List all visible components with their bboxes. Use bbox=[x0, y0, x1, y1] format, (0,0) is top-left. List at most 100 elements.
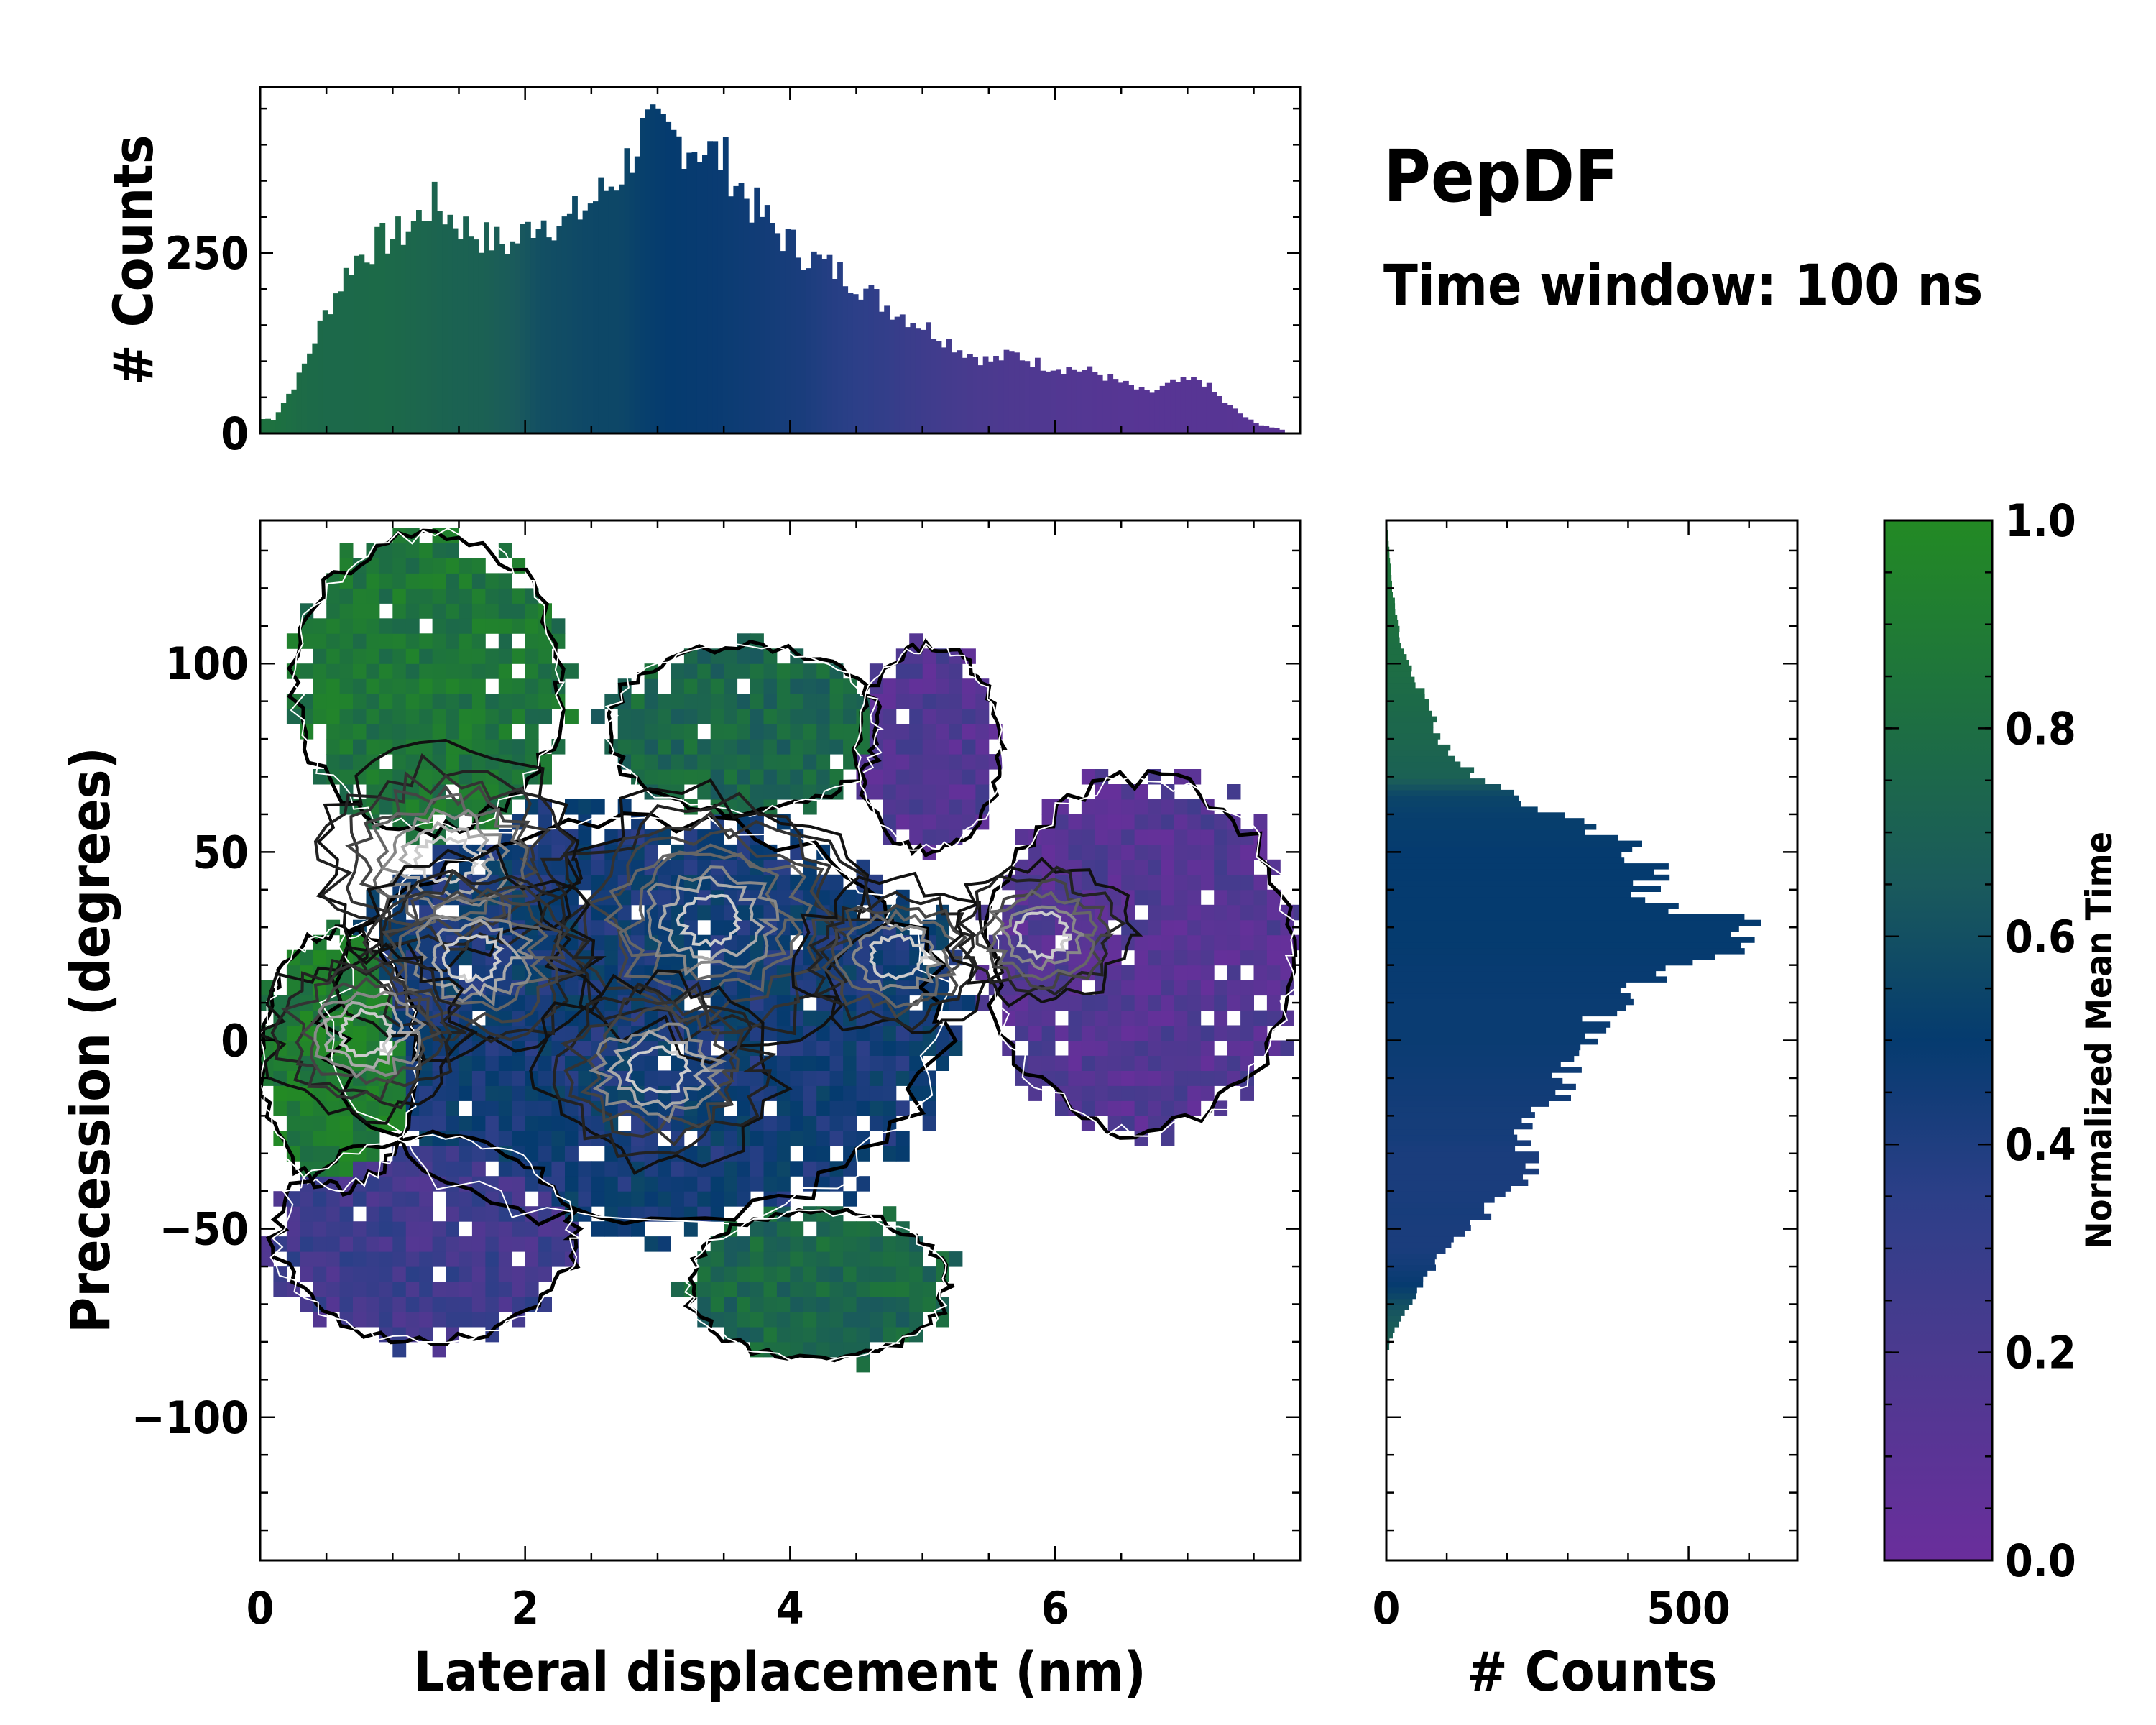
heatmap-cell bbox=[512, 1070, 526, 1086]
heatmap-cell bbox=[286, 1116, 300, 1131]
heatmap-cell bbox=[1055, 1070, 1069, 1086]
heatmap-cell bbox=[617, 949, 632, 966]
main-xlabel: Lateral displacement (nm) bbox=[413, 1639, 1146, 1703]
heatmap-cell bbox=[512, 1055, 526, 1071]
heatmap-cell bbox=[683, 859, 698, 875]
heatmap-cell bbox=[1081, 814, 1095, 830]
heatmap-cell bbox=[471, 648, 486, 664]
heatmap-cell bbox=[776, 663, 791, 679]
heatmap-cell bbox=[1107, 1055, 1122, 1071]
heatmap-cell bbox=[936, 678, 949, 694]
top-bar bbox=[1201, 386, 1207, 433]
heatmap-cell bbox=[471, 739, 486, 755]
heatmap-cell bbox=[776, 1221, 791, 1237]
heatmap-cell bbox=[405, 1191, 420, 1207]
heatmap-cell bbox=[1081, 889, 1095, 906]
top-bar bbox=[691, 152, 698, 433]
heatmap-cell bbox=[353, 709, 367, 724]
heatmap-cell bbox=[671, 1085, 685, 1101]
top-bar bbox=[286, 393, 292, 433]
heatmap-cell bbox=[843, 678, 857, 694]
heatmap-cell bbox=[273, 1266, 287, 1282]
heatmap-cell bbox=[366, 1221, 380, 1237]
heatmap-cell bbox=[538, 1206, 552, 1222]
heatmap-cell bbox=[763, 724, 778, 740]
heatmap-contours bbox=[260, 528, 1298, 1364]
heatmap-cell bbox=[724, 1131, 738, 1146]
top-bar bbox=[957, 350, 963, 433]
heatmap-cell bbox=[419, 1297, 433, 1312]
main-xtick-label: 2 bbox=[511, 1582, 539, 1634]
heatmap-cell bbox=[525, 1100, 539, 1116]
heatmap-cell bbox=[631, 709, 645, 724]
heatmap-cell bbox=[300, 1297, 314, 1312]
heatmap-cell bbox=[1055, 814, 1069, 830]
heatmap-cell bbox=[697, 709, 711, 724]
heatmap-cell bbox=[286, 1221, 300, 1237]
heatmap-cell bbox=[763, 1221, 778, 1237]
heatmap-cell bbox=[485, 1040, 499, 1056]
heatmap-cell bbox=[1200, 965, 1215, 981]
heatmap-cell bbox=[776, 754, 791, 770]
heatmap-cell bbox=[471, 1312, 486, 1328]
heatmap-cell bbox=[419, 603, 433, 619]
heatmap-cell bbox=[273, 1282, 287, 1297]
heatmap-cell bbox=[816, 1236, 831, 1252]
top-bar bbox=[1144, 390, 1150, 433]
heatmap-cell bbox=[366, 1100, 380, 1116]
heatmap-cell bbox=[313, 1085, 327, 1101]
heatmap-cell bbox=[1187, 1055, 1202, 1071]
heatmap-cell bbox=[432, 558, 446, 574]
heatmap-cell bbox=[671, 904, 685, 921]
heatmap-cell bbox=[909, 769, 923, 785]
heatmap-cell bbox=[498, 633, 512, 649]
heatmap-cell bbox=[883, 678, 897, 694]
heatmap-cell bbox=[471, 1251, 486, 1267]
top-bar bbox=[395, 216, 401, 433]
top-bar bbox=[463, 216, 469, 433]
top-bar bbox=[515, 243, 521, 433]
heatmap-cell bbox=[1253, 919, 1268, 936]
heatmap-cell bbox=[895, 1040, 910, 1056]
right-bar bbox=[1386, 1298, 1413, 1305]
heatmap-cell bbox=[949, 784, 963, 800]
heatmap-cell bbox=[776, 1297, 791, 1312]
heatmap-cell bbox=[803, 754, 817, 770]
top-bar bbox=[759, 216, 765, 433]
heatmap-cell bbox=[1041, 799, 1056, 815]
heatmap-cell bbox=[419, 769, 433, 785]
heatmap-cell bbox=[339, 663, 354, 679]
heatmap-cell bbox=[962, 709, 976, 724]
top-bar bbox=[640, 118, 645, 433]
heatmap-cell bbox=[617, 1176, 632, 1192]
heatmap-cell bbox=[644, 1116, 658, 1131]
heatmap-cell bbox=[737, 769, 751, 785]
heatmap-cell bbox=[313, 648, 327, 664]
heatmap-cell bbox=[1266, 965, 1281, 981]
heatmap-cell bbox=[816, 694, 831, 709]
heatmap-cell bbox=[683, 694, 698, 709]
heatmap-cell bbox=[936, 663, 949, 679]
heatmap-cell bbox=[724, 1312, 738, 1328]
heatmap-cell bbox=[353, 754, 367, 770]
heatmap-cell bbox=[379, 558, 393, 574]
heatmap-cell bbox=[869, 1251, 883, 1267]
heatmap-cell bbox=[366, 709, 380, 724]
heatmap-cell bbox=[1174, 934, 1188, 951]
heatmap-cell bbox=[936, 724, 949, 740]
right-bar bbox=[1386, 1004, 1626, 1011]
heatmap-cell bbox=[909, 829, 923, 845]
top-bar bbox=[338, 291, 344, 433]
top-bar bbox=[972, 356, 978, 433]
heatmap-cell bbox=[683, 769, 698, 785]
heatmap-cell bbox=[843, 1191, 857, 1207]
heatmap-cell bbox=[829, 1312, 844, 1328]
top-bar bbox=[431, 181, 438, 433]
right-bar bbox=[1386, 1077, 1563, 1085]
top-bar bbox=[791, 229, 796, 433]
right-bar bbox=[1386, 801, 1521, 808]
heatmap-cell bbox=[300, 1116, 314, 1131]
right-bar bbox=[1386, 620, 1399, 627]
heatmap-cell bbox=[1095, 1025, 1109, 1041]
heatmap-cell bbox=[498, 724, 512, 740]
